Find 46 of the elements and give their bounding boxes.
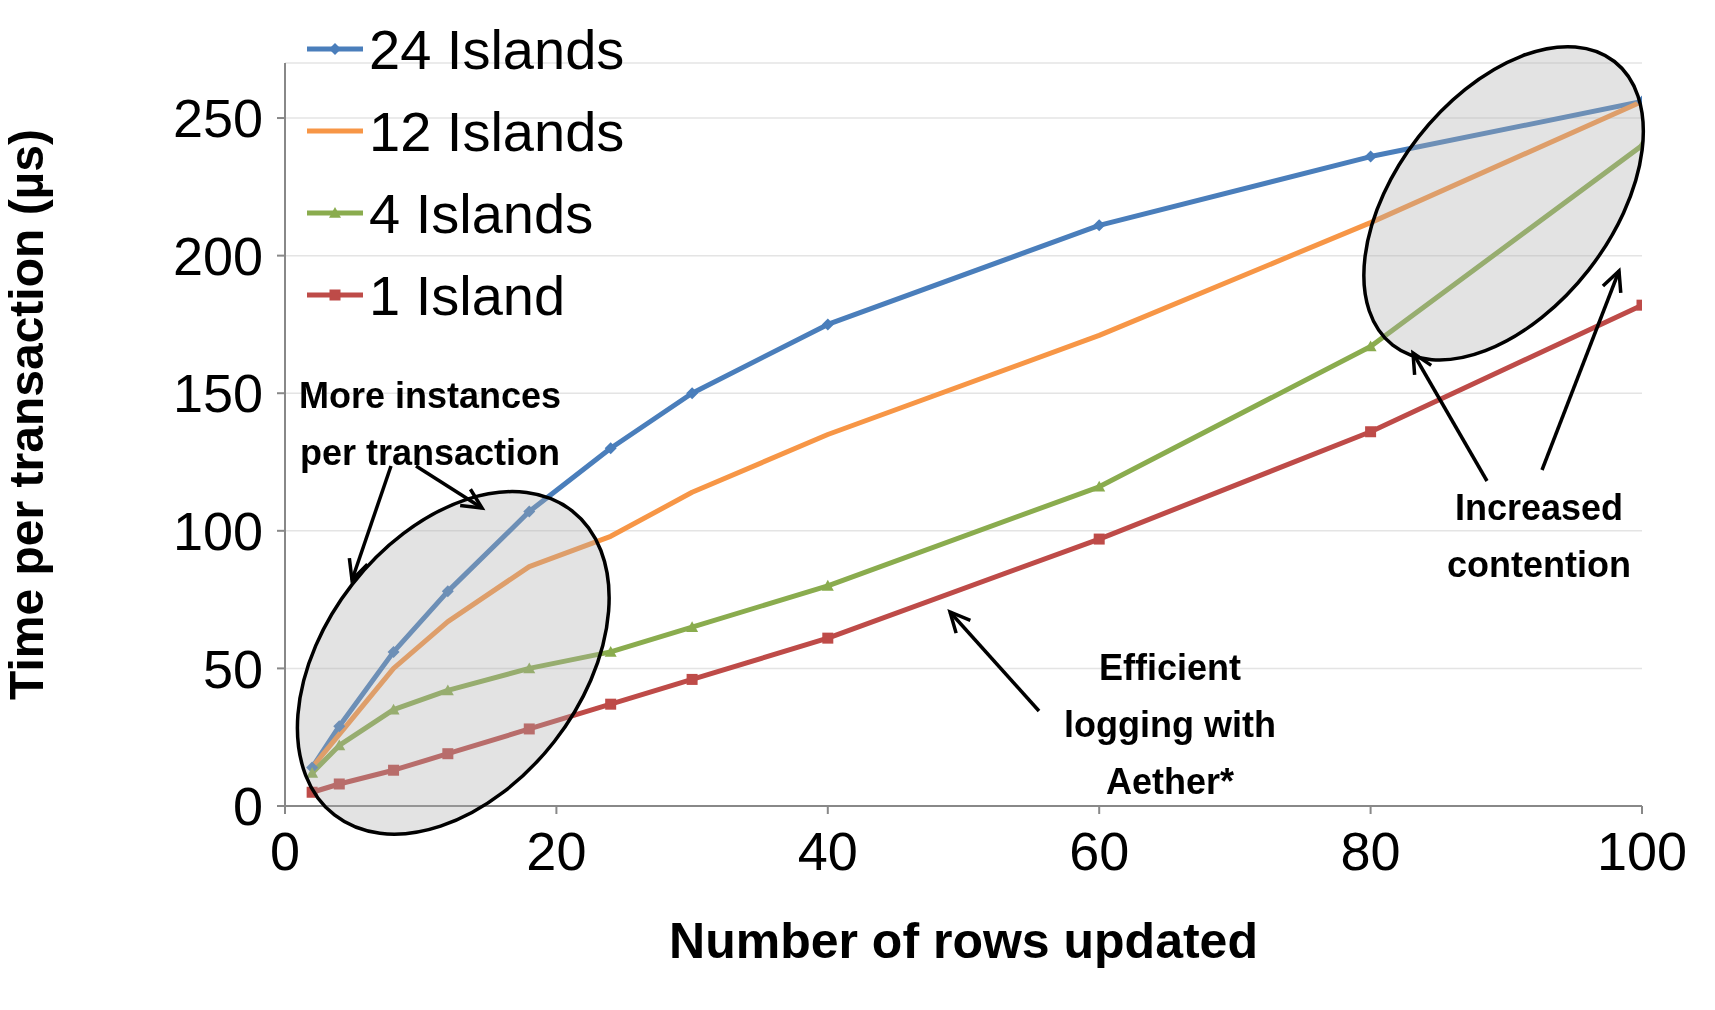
point (387, 645, 400, 658)
legend-label: 1 Island (369, 262, 566, 328)
y-tick-label: 250 (172, 88, 263, 149)
point (821, 579, 834, 591)
point (441, 585, 454, 598)
point (605, 698, 617, 710)
x-axis-title: Number of rows updated (669, 913, 1258, 969)
point (306, 766, 319, 778)
point (686, 387, 699, 400)
point (333, 720, 346, 733)
point (306, 786, 318, 798)
point (686, 673, 698, 685)
point (523, 723, 535, 735)
legend-label: 24 Islands (369, 16, 625, 82)
point (604, 645, 617, 657)
point (441, 684, 454, 696)
y-tick-label: 150 (172, 363, 263, 424)
point (604, 442, 617, 455)
y-axis-title: Time per transaction (µs) (0, 129, 54, 700)
point (442, 748, 454, 760)
y-tick-label: 0 (232, 776, 263, 837)
point (388, 764, 400, 776)
x-tick-label: 0 (269, 821, 301, 882)
point (1365, 426, 1377, 438)
x-tick-label: 100 (1596, 821, 1688, 882)
legend-label: 4 Islands (369, 180, 594, 246)
x-tick-label: 60 (1069, 821, 1130, 882)
point (523, 662, 536, 674)
x-tick-label: 20 (526, 821, 587, 882)
legend-label: 12 Islands (369, 98, 625, 164)
y-tick-label: 100 (172, 500, 263, 561)
annotation: More instances per transaction (298, 375, 562, 473)
x-tick-label: 80 (1340, 821, 1401, 882)
point (1093, 480, 1106, 492)
y-tick-label: 200 (172, 225, 263, 286)
point (821, 318, 834, 331)
point (523, 505, 536, 518)
point (686, 621, 699, 632)
point (822, 632, 834, 644)
x-tick-label: 40 (797, 821, 858, 882)
y-tick-label: 50 (202, 638, 263, 699)
annotation: Increased contention (1447, 487, 1631, 585)
point (1093, 533, 1105, 545)
annotation: Efficient logging with Aether* (1064, 647, 1276, 802)
point (333, 778, 345, 790)
point (1093, 219, 1106, 232)
